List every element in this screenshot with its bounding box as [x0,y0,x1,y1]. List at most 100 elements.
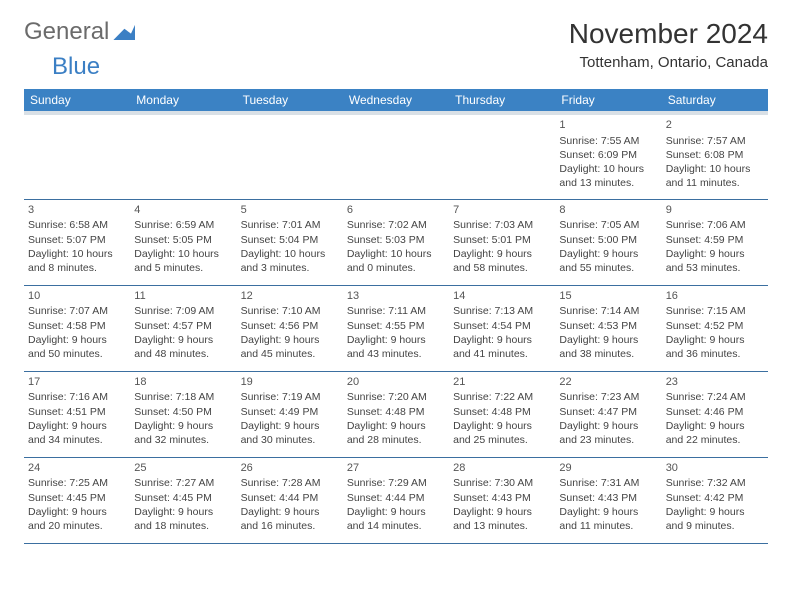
title-block: November 2024 Tottenham, Ontario, Canada [569,18,768,71]
cell-line: Sunrise: 6:58 AM [28,218,126,232]
cell-line: Sunset: 4:53 PM [559,319,657,333]
cell-line: Daylight: 9 hours [241,419,339,433]
cell-line: Sunrise: 7:11 AM [347,304,445,318]
cell-line: Sunset: 6:08 PM [666,148,764,162]
cell-line: Daylight: 9 hours [559,505,657,519]
day-number: 14 [453,289,551,304]
day-header: Saturday [662,89,768,113]
cell-line: Sunrise: 7:31 AM [559,476,657,490]
calendar-cell: 13Sunrise: 7:11 AMSunset: 4:55 PMDayligh… [343,285,449,371]
cell-line: Sunrise: 7:28 AM [241,476,339,490]
day-number: 18 [134,375,232,390]
calendar-week-row: 17Sunrise: 7:16 AMSunset: 4:51 PMDayligh… [24,371,768,457]
day-number: 29 [559,461,657,476]
day-number: 23 [666,375,764,390]
cell-line: Sunset: 4:59 PM [666,233,764,247]
calendar-week-row: 1Sunrise: 7:55 AMSunset: 6:09 PMDaylight… [24,113,768,199]
cell-line: Daylight: 10 hours [347,247,445,261]
calendar-cell [130,113,236,199]
cell-line: Daylight: 9 hours [666,247,764,261]
cell-line: Sunrise: 7:32 AM [666,476,764,490]
day-number: 12 [241,289,339,304]
calendar-cell: 12Sunrise: 7:10 AMSunset: 4:56 PMDayligh… [237,285,343,371]
cell-line: Sunrise: 7:02 AM [347,218,445,232]
day-number: 6 [347,203,445,218]
calendar-cell: 22Sunrise: 7:23 AMSunset: 4:47 PMDayligh… [555,371,661,457]
day-number: 28 [453,461,551,476]
cell-line: Sunset: 4:58 PM [28,319,126,333]
cell-line: and 53 minutes. [666,261,764,275]
cell-line: Sunrise: 7:03 AM [453,218,551,232]
calendar-cell: 25Sunrise: 7:27 AMSunset: 4:45 PMDayligh… [130,457,236,543]
day-number: 22 [559,375,657,390]
day-number: 24 [28,461,126,476]
calendar-cell: 7Sunrise: 7:03 AMSunset: 5:01 PMDaylight… [449,199,555,285]
cell-line: Sunset: 5:01 PM [453,233,551,247]
cell-line: Sunrise: 7:23 AM [559,390,657,404]
cell-line: Daylight: 9 hours [666,505,764,519]
day-number: 25 [134,461,232,476]
cell-line: Sunrise: 7:09 AM [134,304,232,318]
calendar-cell: 16Sunrise: 7:15 AMSunset: 4:52 PMDayligh… [662,285,768,371]
calendar-cell: 26Sunrise: 7:28 AMSunset: 4:44 PMDayligh… [237,457,343,543]
calendar-cell: 20Sunrise: 7:20 AMSunset: 4:48 PMDayligh… [343,371,449,457]
day-number: 13 [347,289,445,304]
cell-line: and 32 minutes. [134,433,232,447]
day-number: 17 [28,375,126,390]
day-number: 3 [28,203,126,218]
calendar-cell [343,113,449,199]
day-number: 5 [241,203,339,218]
calendar-cell: 15Sunrise: 7:14 AMSunset: 4:53 PMDayligh… [555,285,661,371]
cell-line: and 13 minutes. [559,176,657,190]
location-text: Tottenham, Ontario, Canada [569,54,768,71]
cell-line: and 25 minutes. [453,433,551,447]
cell-line: and 9 minutes. [666,519,764,533]
day-number: 26 [241,461,339,476]
calendar-cell: 6Sunrise: 7:02 AMSunset: 5:03 PMDaylight… [343,199,449,285]
cell-line: Daylight: 9 hours [559,419,657,433]
cell-line: Daylight: 9 hours [28,333,126,347]
cell-line: Daylight: 9 hours [347,333,445,347]
cell-line: Sunset: 4:57 PM [134,319,232,333]
day-number: 15 [559,289,657,304]
cell-line: and 55 minutes. [559,261,657,275]
cell-line: Sunrise: 7:16 AM [28,390,126,404]
calendar-cell [24,113,130,199]
cell-line: and 23 minutes. [559,433,657,447]
cell-line: Daylight: 9 hours [666,333,764,347]
cell-line: Sunset: 5:04 PM [241,233,339,247]
cell-line: Daylight: 9 hours [241,505,339,519]
day-header: Sunday [24,89,130,113]
cell-line: and 0 minutes. [347,261,445,275]
calendar-table: SundayMondayTuesdayWednesdayThursdayFrid… [24,89,768,544]
calendar-cell: 21Sunrise: 7:22 AMSunset: 4:48 PMDayligh… [449,371,555,457]
cell-line: Sunset: 4:42 PM [666,491,764,505]
calendar-cell: 8Sunrise: 7:05 AMSunset: 5:00 PMDaylight… [555,199,661,285]
cell-line: Daylight: 9 hours [453,333,551,347]
cell-line: Daylight: 9 hours [241,333,339,347]
calendar-cell: 11Sunrise: 7:09 AMSunset: 4:57 PMDayligh… [130,285,236,371]
cell-line: Sunrise: 7:55 AM [559,134,657,148]
cell-line: and 11 minutes. [559,519,657,533]
cell-line: Sunrise: 7:01 AM [241,218,339,232]
cell-line: and 14 minutes. [347,519,445,533]
cell-line: Sunrise: 6:59 AM [134,218,232,232]
day-number: 21 [453,375,551,390]
cell-line: Sunrise: 7:06 AM [666,218,764,232]
cell-line: Sunset: 4:45 PM [28,491,126,505]
calendar-cell: 4Sunrise: 6:59 AMSunset: 5:05 PMDaylight… [130,199,236,285]
cell-line: Sunset: 4:46 PM [666,405,764,419]
cell-line: and 13 minutes. [453,519,551,533]
cell-line: and 18 minutes. [134,519,232,533]
calendar-cell: 5Sunrise: 7:01 AMSunset: 5:04 PMDaylight… [237,199,343,285]
day-number: 16 [666,289,764,304]
day-header: Monday [130,89,236,113]
cell-line: Sunset: 4:47 PM [559,405,657,419]
cell-line: Daylight: 10 hours [559,162,657,176]
cell-line: and 50 minutes. [28,347,126,361]
cell-line: and 30 minutes. [241,433,339,447]
day-number: 30 [666,461,764,476]
calendar-cell [449,113,555,199]
day-number: 20 [347,375,445,390]
cell-line: and 36 minutes. [666,347,764,361]
